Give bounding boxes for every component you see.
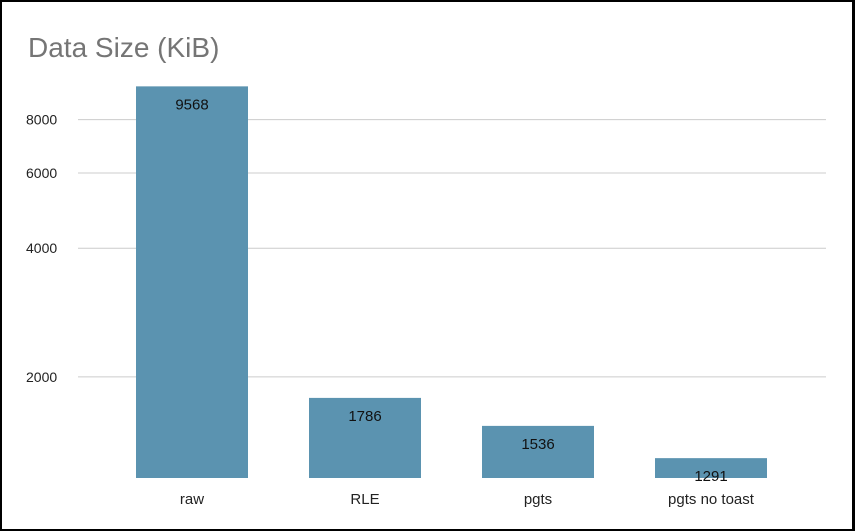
x-category-label: pgts xyxy=(524,491,552,508)
bar-value-label: 9568 xyxy=(175,96,208,113)
bars: 9568 1786 1536 1291 xyxy=(136,86,767,485)
y-tick-label: 2000 xyxy=(26,369,57,385)
bar xyxy=(136,86,248,479)
x-category-label: raw xyxy=(180,491,204,508)
chart-title: Data Size (KiB) xyxy=(28,32,220,63)
bar xyxy=(482,425,594,478)
x-category-label: pgts no toast xyxy=(668,491,755,508)
y-tick-label: 6000 xyxy=(26,165,57,181)
bar-value-label: 1291 xyxy=(694,468,727,485)
x-axis-labels: raw RLE pgts pgts no toast xyxy=(180,491,755,508)
y-axis-ticks: 2000 4000 6000 8000 xyxy=(26,112,57,385)
bar xyxy=(655,458,767,478)
x-category-label: RLE xyxy=(350,491,379,508)
y-tick-label: 4000 xyxy=(26,240,57,256)
bar-value-label: 1786 xyxy=(348,408,381,425)
bar-value-label: 1536 xyxy=(521,436,554,453)
y-tick-label: 8000 xyxy=(26,112,57,128)
bar xyxy=(309,397,421,478)
